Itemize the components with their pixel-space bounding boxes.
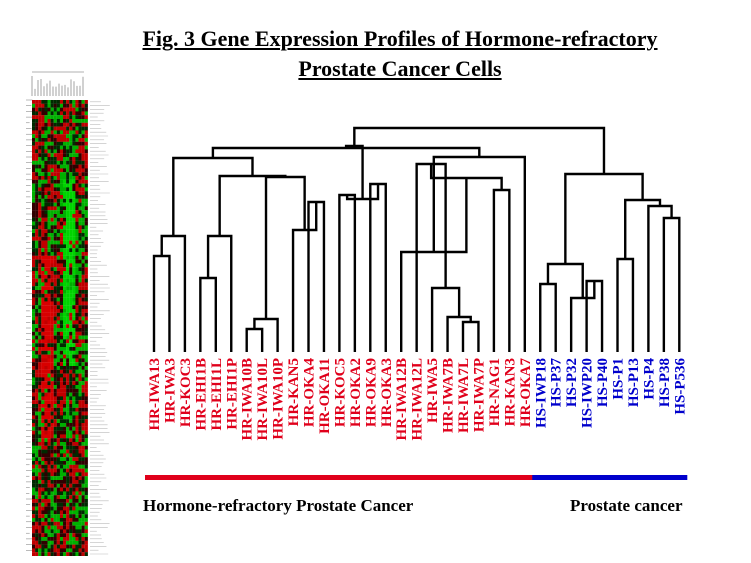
sample-label: HR-IWA12B (394, 358, 410, 441)
sample-label: HS-P40 (595, 358, 611, 407)
dendrogram-link (338, 193, 357, 352)
sample-label: HR-IWA5 (425, 358, 441, 423)
figure-title-line-1: Fig. 3 Gene Expression Profiles of Hormo… (142, 26, 658, 51)
dendrogram-link (199, 276, 217, 352)
sample-label: HR-OKA7 (518, 358, 534, 428)
sample-label: HR-OKA2 (348, 358, 364, 427)
sample-label: HR-OKA3 (379, 358, 395, 427)
sample-label: HS-P38 (657, 358, 673, 407)
group-label-hormone-refractory: Hormone-refractory Prostate Cancer (143, 496, 414, 515)
dendrogram-link (492, 188, 511, 352)
dendrogram-link (245, 327, 264, 352)
sample-label: HS-P32 (564, 358, 580, 407)
figure-title-line-2: Prostate Cancer Cells (298, 56, 502, 81)
sample-label: HR-IWA10P (271, 358, 287, 440)
heatmap-cells (32, 100, 88, 556)
sample-label: HR-EHI1P (224, 358, 240, 430)
sample-label: HS-P13 (626, 358, 642, 407)
sample-label: HS-P4 (641, 358, 657, 400)
sample-dendrogram: HR-IWA13 HR-IWA3 HR-KOC3 HR-EHI1B HR-EHI1L HR… (145, 126, 688, 480)
dendrogram-branches (152, 126, 681, 352)
dendrogram-link (564, 172, 644, 264)
sample-label: HR-IWA7L (456, 358, 472, 433)
sample-label: HR-IWA7P (471, 358, 487, 432)
dendrogram-link (206, 234, 233, 352)
sample-label: HR-EHI1B (193, 358, 209, 431)
dendrogram-root-link (353, 126, 606, 174)
heatmap-dendrogram (26, 71, 84, 551)
sample-label: HR-IWA10B (240, 358, 256, 441)
dendrogram-link (624, 198, 662, 259)
dendrogram-link (647, 204, 673, 352)
dendrogram-link (264, 175, 306, 319)
dendrogram-link (461, 320, 480, 352)
sample-label: HR-OKA11 (317, 358, 333, 434)
dendrogram-link (152, 254, 171, 352)
sample-label: HR-OKA9 (363, 358, 379, 427)
sample-label: HR-IWA13 (147, 358, 163, 431)
dendrogram-link (160, 234, 187, 352)
sample-label: HR-KOC5 (332, 358, 348, 427)
dendrogram-link (430, 286, 461, 352)
sample-label: HR-KOC3 (178, 358, 194, 427)
hs-group-bar (532, 475, 688, 480)
dendrogram-link (218, 174, 287, 236)
group-label-prostate-cancer: Prostate cancer (570, 496, 683, 515)
sample-label: HR-KAN3 (502, 358, 518, 426)
sample-label: HS-IWP20 (580, 358, 596, 428)
sample-label: HR-IWA10L (255, 358, 271, 441)
heatmap-gene-ticks (90, 101, 110, 555)
sample-label: HR-OKA4 (302, 358, 318, 428)
dendrogram-link (253, 317, 279, 352)
sample-label: HS-P1 (611, 358, 627, 400)
sample-label: HS-P37 (549, 358, 565, 408)
dendrogram-link (539, 282, 557, 352)
dendrogram-link (662, 216, 681, 352)
heatmap-thumbnail (26, 71, 110, 556)
sample-labels: HR-IWA13 HR-IWA3 HR-KOC3 HR-EHI1B HR-EHI1L HR… (147, 358, 688, 441)
sample-label: HR-IWA3 (162, 358, 178, 423)
sample-label: HR-NAG1 (487, 358, 503, 426)
sample-label: HR-KAN5 (286, 358, 302, 426)
sample-label: HR-EHI1L (209, 358, 225, 431)
hr-group-bar (145, 475, 533, 480)
dendrogram-link (344, 144, 364, 199)
dendrogram-link (546, 262, 584, 298)
dendrogram-link (172, 156, 254, 236)
dendrogram-link (616, 257, 635, 352)
sample-label: HS-P536 (672, 358, 688, 415)
sample-label: HS-IWP18 (533, 358, 549, 428)
sample-label: HR-IWA7B (441, 358, 457, 433)
dendrogram-link (369, 182, 387, 352)
sample-label: HR-IWA12L (410, 358, 426, 441)
